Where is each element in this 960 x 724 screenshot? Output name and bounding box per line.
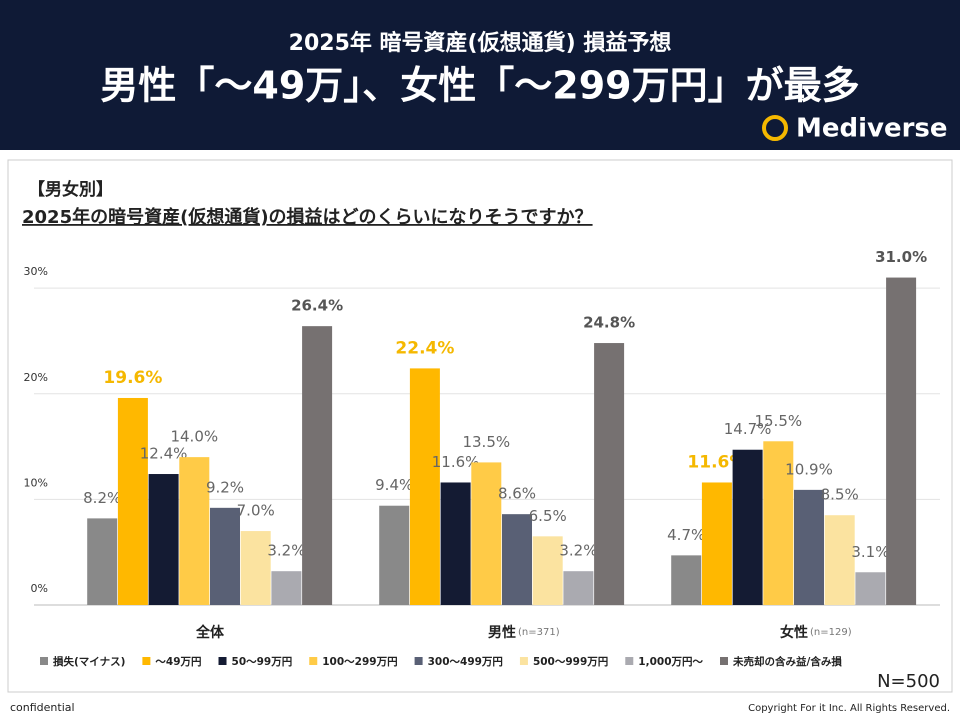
- value-label: 9.4%: [375, 476, 413, 494]
- bar: [87, 518, 118, 605]
- legend-swatch: [625, 657, 634, 665]
- question: 2025年の暗号資産(仮想通貨)の損益はどのくらいになりそうですか？: [22, 206, 593, 228]
- value-label: 6.5%: [529, 507, 567, 525]
- legend-swatch: [40, 657, 48, 665]
- bar: [671, 555, 702, 605]
- bar: [148, 474, 179, 605]
- bar: [732, 449, 763, 605]
- value-label: 14.0%: [170, 428, 218, 446]
- bar: [886, 277, 917, 605]
- legend-label: 300～499万円: [428, 656, 503, 668]
- legend-label: 100～299万円: [322, 656, 397, 668]
- footer-right: Copyright For it Inc. All Rights Reserve…: [748, 703, 950, 714]
- y-tick-label: 10%: [24, 476, 48, 489]
- value-label: 10.9%: [785, 460, 833, 478]
- value-label: 19.6%: [103, 368, 162, 388]
- bar: [824, 515, 855, 605]
- y-tick-label: 20%: [24, 371, 48, 384]
- footer-left: confidential: [10, 701, 75, 714]
- bar: [701, 482, 732, 605]
- value-label: 11.6%: [432, 453, 480, 471]
- header-title: 男性「～49万」、女性「～299万円」が最多: [100, 64, 859, 108]
- value-label: 15.5%: [754, 412, 802, 430]
- legend-label: 1,000万円～: [638, 656, 703, 668]
- value-label: 22.4%: [395, 338, 454, 358]
- category-label: 女性: [780, 624, 808, 641]
- value-label: 8.5%: [821, 486, 859, 504]
- bar: [271, 571, 302, 605]
- legend-swatch: [142, 657, 151, 665]
- legend-label: 未売却の含み益/含み損: [732, 655, 842, 668]
- value-label: 4.7%: [667, 526, 705, 544]
- bar: [594, 343, 625, 605]
- legend-swatch: [519, 657, 528, 665]
- legend-swatch: [309, 657, 318, 665]
- value-label: 8.6%: [498, 485, 536, 503]
- legend-swatch: [720, 657, 728, 665]
- value-label: 31.0%: [875, 248, 927, 266]
- bar: [379, 505, 410, 605]
- bar: [502, 514, 532, 605]
- bar: [532, 536, 563, 605]
- legend-label: ～49万円: [155, 656, 201, 668]
- bar: [794, 489, 824, 605]
- category-label: 全体: [195, 624, 225, 641]
- bar: [117, 397, 148, 605]
- value-label: 3.2%: [559, 542, 597, 560]
- bar: [471, 462, 502, 605]
- bar: [409, 368, 440, 605]
- value-label: 9.2%: [206, 478, 244, 496]
- category-note: (n=371): [518, 627, 560, 638]
- bar: [440, 482, 471, 605]
- sample-size: N=500: [877, 671, 940, 692]
- value-label: 8.2%: [83, 489, 121, 507]
- header-bg: [0, 0, 960, 150]
- value-label: 24.8%: [583, 314, 635, 332]
- category-label: 男性: [488, 624, 516, 641]
- bar: [210, 507, 240, 605]
- bar: [179, 457, 210, 605]
- bar: [855, 572, 886, 605]
- value-label: 13.5%: [462, 433, 510, 451]
- bar: [763, 441, 794, 605]
- legend-swatch: [218, 657, 227, 665]
- card: [7, 159, 953, 693]
- y-tick-label: 30%: [24, 265, 48, 278]
- logo-icon: [762, 115, 788, 141]
- header-subtitle: 2025年 暗号資産(仮想通貨) 損益予想: [289, 30, 672, 56]
- legend-swatch: [414, 657, 423, 665]
- value-label: 26.4%: [291, 297, 343, 315]
- section-label: 【男女別】: [28, 179, 113, 200]
- y-tick-label: 0%: [31, 582, 48, 595]
- value-label: 14.7%: [724, 420, 772, 438]
- bar: [563, 571, 594, 605]
- bar: [302, 326, 333, 605]
- category-note: (n=129): [810, 627, 852, 638]
- value-label: 3.2%: [267, 542, 305, 560]
- value-label: 12.4%: [140, 445, 188, 463]
- value-label: 3.1%: [851, 543, 889, 561]
- logo: Mediverse: [796, 114, 948, 144]
- legend-label: 50～99万円: [232, 656, 293, 668]
- value-label: 11.6%: [687, 452, 746, 472]
- legend-label: 損失(マイナス): [53, 655, 125, 668]
- legend-label: 500～999万円: [533, 656, 608, 668]
- value-label: 7.0%: [237, 502, 275, 520]
- bar: [240, 531, 271, 605]
